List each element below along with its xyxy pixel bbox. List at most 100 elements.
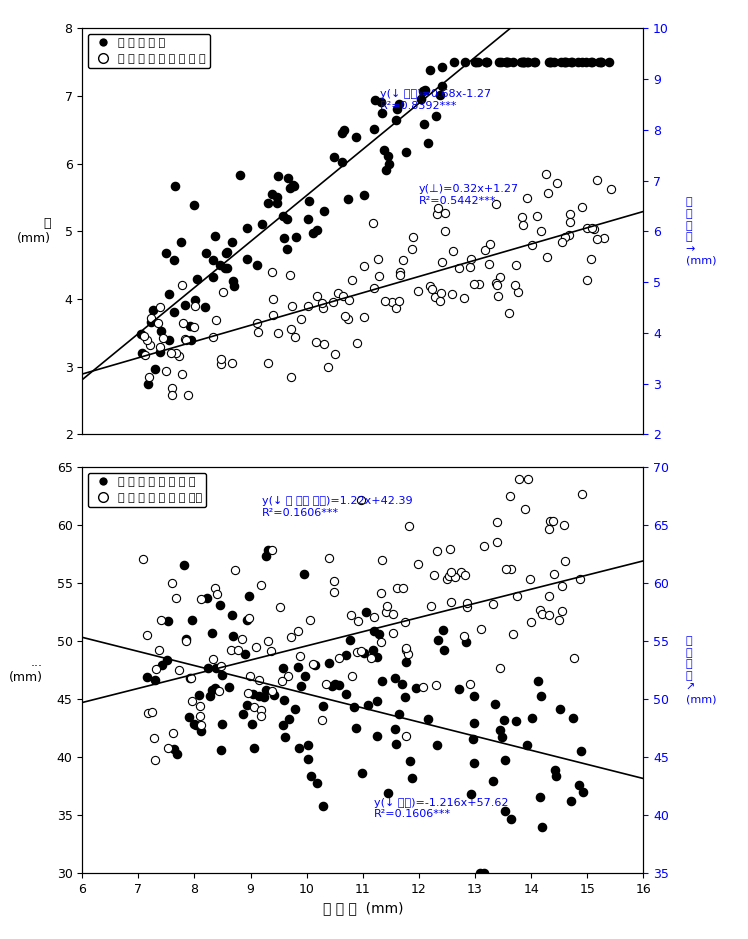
Point bbox=[144, 370, 156, 385]
Point bbox=[214, 257, 226, 272]
Point bbox=[328, 574, 340, 589]
Point bbox=[393, 293, 405, 308]
Point bbox=[388, 670, 400, 685]
Point bbox=[292, 623, 304, 639]
Point bbox=[210, 661, 222, 676]
Point bbox=[524, 572, 536, 587]
Point bbox=[559, 554, 571, 569]
Point bbox=[402, 646, 414, 661]
Point bbox=[425, 598, 437, 613]
Point bbox=[470, 54, 482, 69]
Point bbox=[492, 288, 504, 303]
Point bbox=[201, 591, 213, 606]
Point bbox=[287, 177, 299, 192]
Point bbox=[365, 651, 377, 666]
Point bbox=[358, 188, 370, 203]
Point bbox=[586, 54, 598, 69]
Point bbox=[317, 799, 329, 814]
Point bbox=[147, 731, 159, 746]
Point bbox=[556, 235, 568, 250]
Point bbox=[211, 587, 223, 602]
Point bbox=[295, 312, 307, 327]
Point bbox=[387, 607, 399, 622]
Point bbox=[560, 229, 571, 244]
Point bbox=[215, 352, 227, 367]
Y-axis label: 수
외
조
직
↗
(mm): 수 외 조 직 ↗ (mm) bbox=[686, 636, 716, 704]
Point bbox=[344, 632, 356, 647]
Point bbox=[380, 605, 392, 620]
Point bbox=[293, 741, 305, 756]
Point bbox=[368, 609, 380, 624]
Point bbox=[243, 589, 255, 604]
Point bbox=[554, 701, 565, 716]
Point bbox=[184, 318, 196, 333]
Point bbox=[515, 209, 527, 224]
Point bbox=[431, 738, 443, 753]
Point bbox=[574, 571, 586, 586]
Point bbox=[322, 360, 334, 375]
Point bbox=[180, 631, 192, 646]
Point bbox=[489, 697, 501, 712]
Point bbox=[443, 569, 455, 584]
Point bbox=[453, 681, 465, 696]
Point bbox=[162, 614, 174, 629]
Point bbox=[564, 214, 576, 229]
Point bbox=[149, 672, 161, 687]
Point bbox=[535, 688, 547, 703]
Point bbox=[253, 672, 265, 687]
Point bbox=[527, 237, 539, 252]
Point bbox=[304, 193, 316, 208]
Point bbox=[423, 711, 435, 726]
Point bbox=[139, 347, 151, 362]
Point bbox=[373, 269, 385, 284]
Point bbox=[154, 345, 166, 360]
Point bbox=[169, 178, 181, 193]
Point bbox=[593, 54, 605, 69]
Point bbox=[138, 329, 150, 344]
Point bbox=[491, 515, 503, 530]
Point bbox=[373, 252, 384, 267]
Point bbox=[502, 54, 514, 69]
Point bbox=[568, 651, 580, 666]
Point bbox=[289, 329, 301, 344]
Point bbox=[375, 634, 387, 649]
Point bbox=[262, 542, 274, 557]
Point bbox=[241, 612, 253, 627]
Point bbox=[491, 197, 503, 212]
Point bbox=[147, 704, 159, 719]
Point bbox=[391, 580, 403, 595]
Point bbox=[311, 223, 323, 238]
Point bbox=[544, 54, 556, 69]
Point bbox=[160, 363, 172, 378]
Point bbox=[487, 774, 499, 789]
Point bbox=[478, 866, 490, 881]
Point bbox=[204, 689, 216, 704]
Point bbox=[199, 300, 211, 315]
Point bbox=[266, 265, 278, 280]
Point bbox=[149, 362, 161, 377]
Point bbox=[404, 754, 416, 769]
Point bbox=[346, 608, 358, 623]
Point bbox=[174, 663, 186, 678]
Point bbox=[491, 534, 503, 549]
Point bbox=[493, 54, 505, 69]
Point bbox=[194, 708, 206, 723]
Point bbox=[411, 284, 423, 299]
Point bbox=[278, 208, 289, 223]
Point bbox=[311, 288, 323, 303]
Point bbox=[444, 541, 456, 556]
Point bbox=[390, 736, 402, 751]
Point bbox=[515, 54, 527, 69]
Legend: 초 경 수 모 형 이 미 름, 초 경 수 모 형 이 조 到름: 초 경 수 모 형 이 미 름, 초 경 수 모 형 이 조 到름 bbox=[88, 472, 206, 507]
Point bbox=[591, 231, 603, 246]
Point bbox=[340, 309, 352, 324]
Point bbox=[311, 776, 323, 791]
Point bbox=[435, 285, 447, 300]
Point bbox=[522, 471, 534, 486]
Point bbox=[145, 311, 157, 326]
Point bbox=[406, 771, 418, 786]
Point bbox=[367, 642, 379, 657]
Point bbox=[251, 257, 263, 272]
Point bbox=[394, 268, 406, 283]
Point bbox=[174, 235, 186, 250]
